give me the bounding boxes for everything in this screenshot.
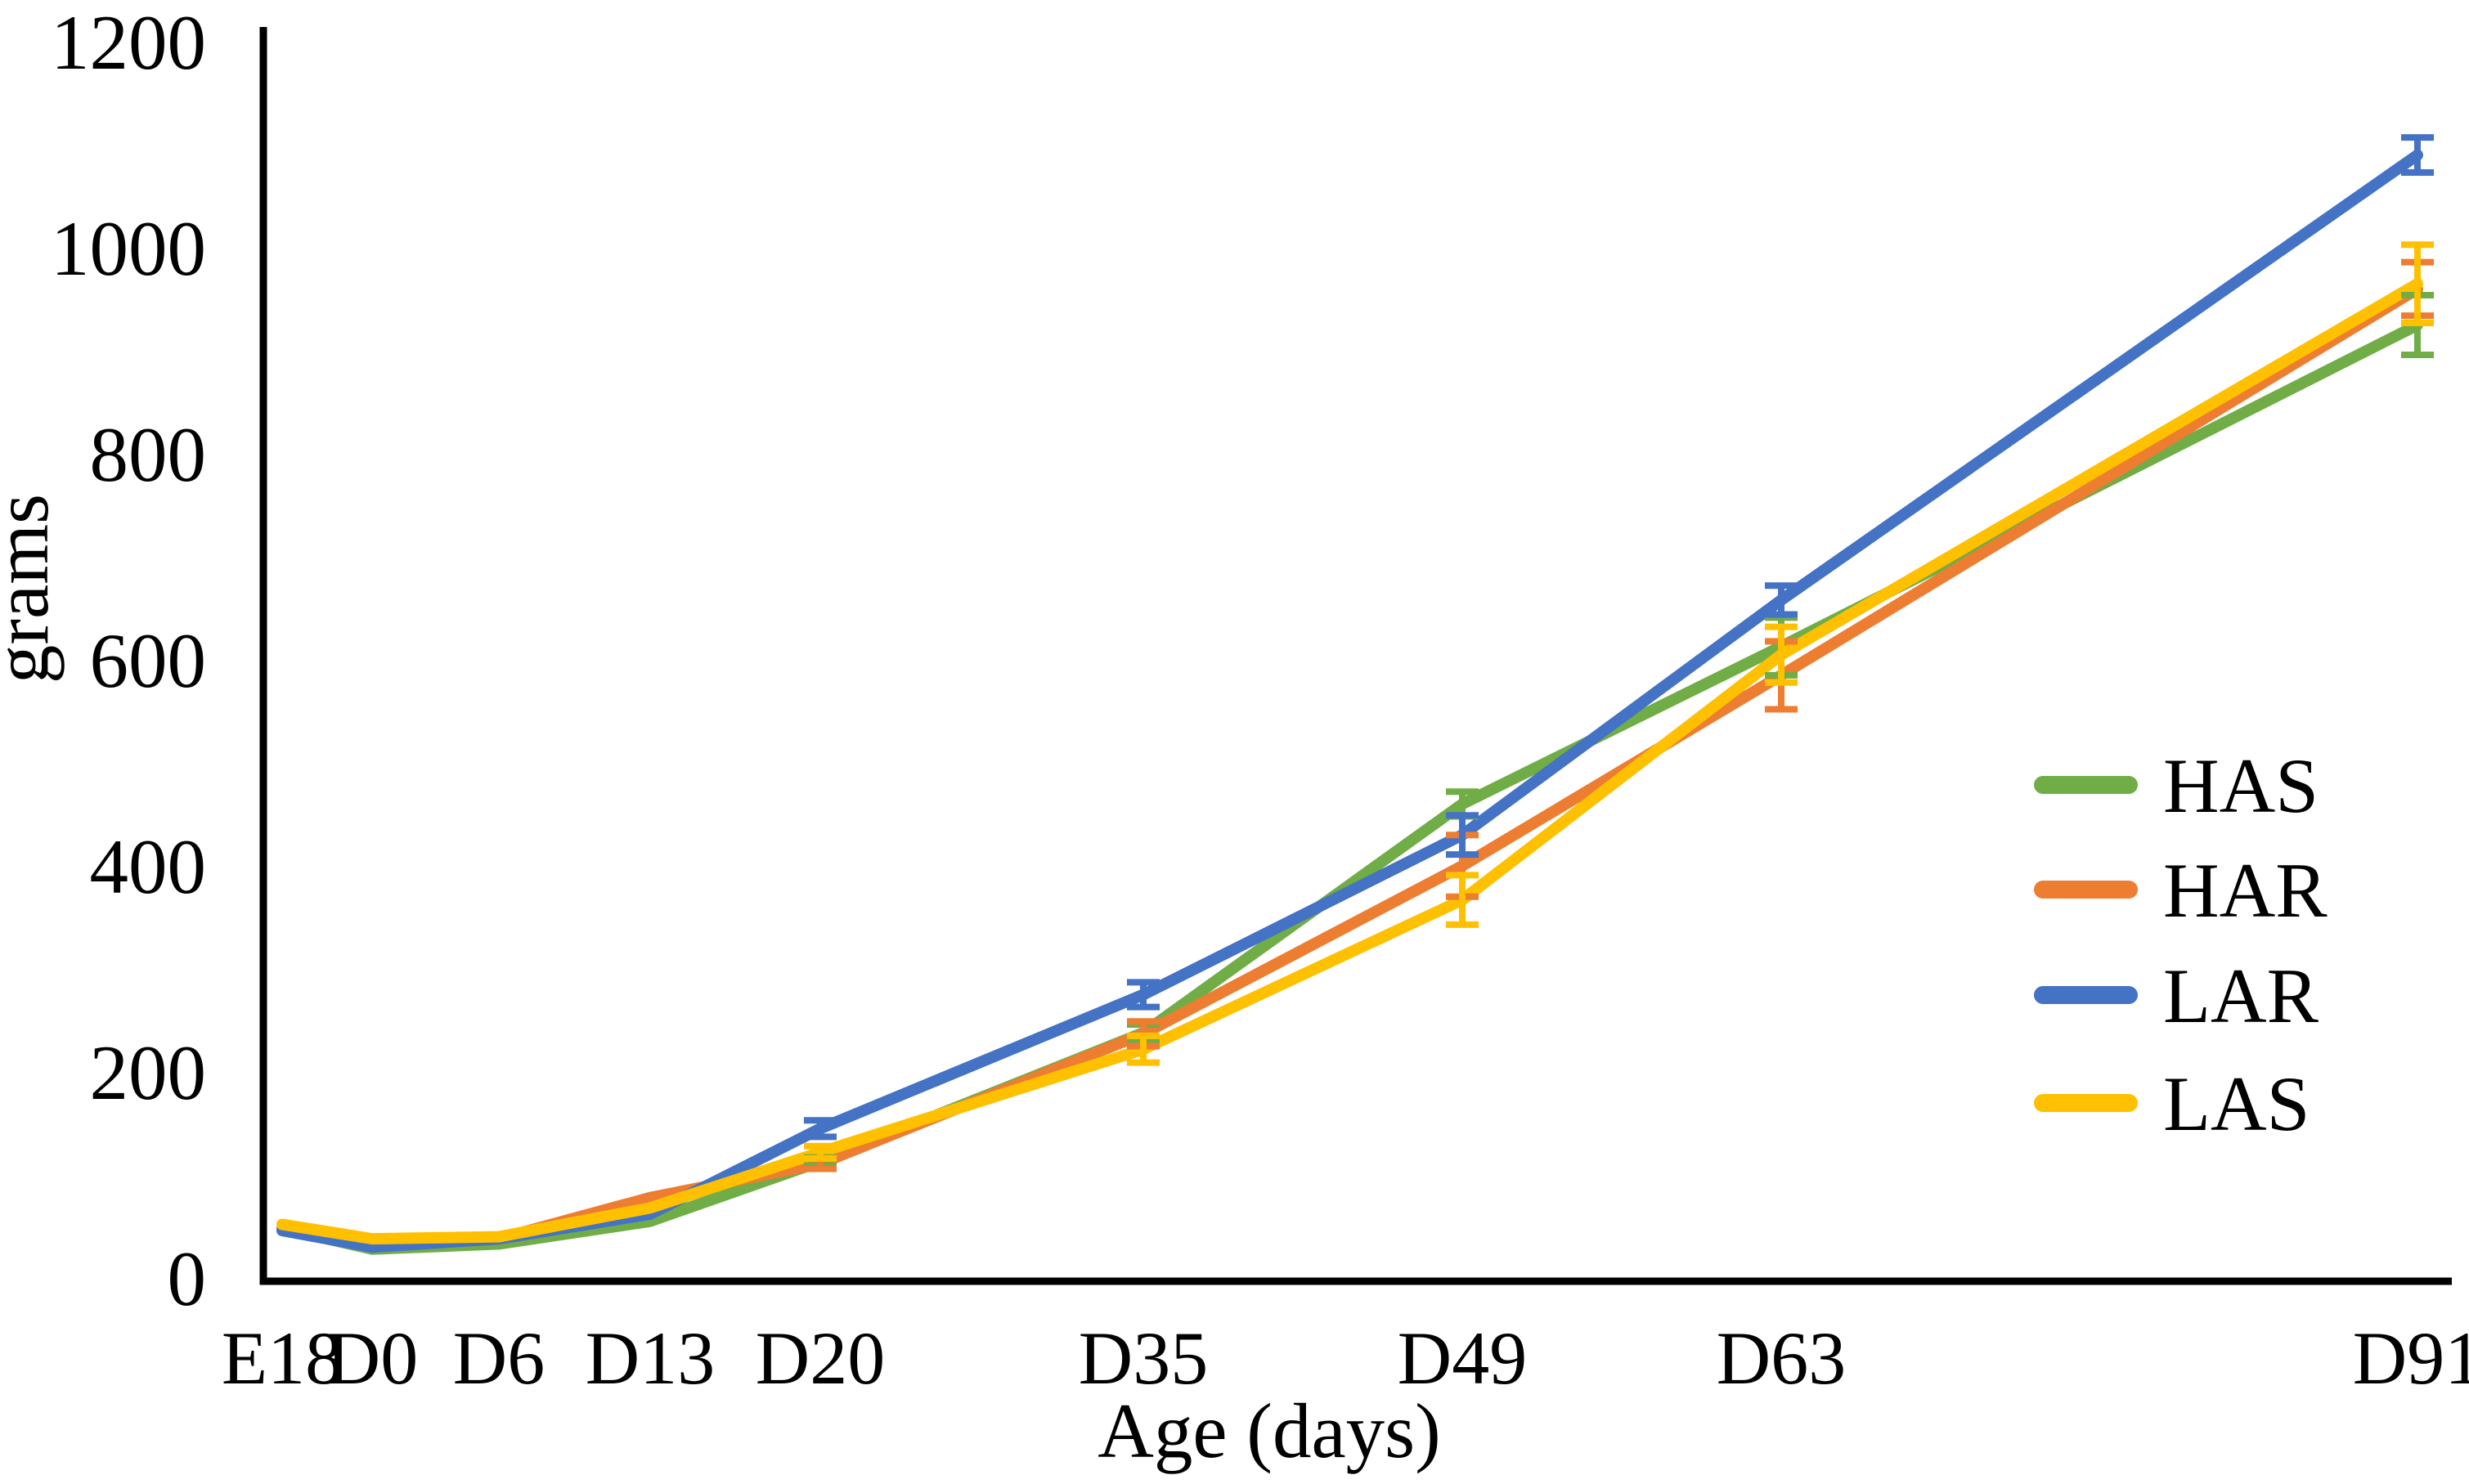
y-tick-label: 0: [168, 1235, 207, 1322]
legend: HAS HAR LAR LAS: [2034, 742, 2328, 1147]
error-bars-LAS: [804, 241, 2434, 1162]
legend-swatch-LAS: [2034, 1094, 2138, 1112]
error-bars-LAR: [804, 134, 2434, 1141]
x-tick-label: D20: [756, 1316, 885, 1400]
x-tick-label: D63: [1717, 1316, 1846, 1400]
y-axis-title: grams: [0, 494, 65, 684]
y-tick-label: 1000: [51, 205, 206, 292]
legend-label-LAS: LAS: [2163, 1060, 2310, 1147]
x-tick-label: E18: [222, 1316, 343, 1400]
legend-label-HAR: HAR: [2163, 847, 2328, 934]
y-tick-label: 400: [90, 823, 207, 910]
x-tick-label: D91: [2353, 1316, 2469, 1400]
y-tick-label: 600: [90, 617, 207, 704]
x-tick-label: D49: [1398, 1316, 1527, 1400]
x-tick-label: D13: [586, 1316, 715, 1400]
x-tick-label: D35: [1079, 1316, 1208, 1400]
series-path-LAR: [276, 149, 2423, 1253]
y-tick-label: 800: [90, 411, 207, 498]
legend-swatch-HAS: [2034, 776, 2138, 794]
x-tick-label: D0: [326, 1316, 418, 1400]
legend-swatch-LAR: [2034, 986, 2138, 1004]
legend-swatch-HAR: [2034, 881, 2138, 899]
legend-label-LAR: LAR: [2163, 953, 2319, 1039]
x-tick-label: D6: [453, 1316, 545, 1400]
y-tick-label: 1200: [51, 0, 206, 86]
x-axis-title: Age (days): [1098, 1388, 1440, 1474]
y-tick-label: 200: [90, 1029, 207, 1116]
series-line-LAR: [276, 149, 2423, 1253]
legend-label-HAS: HAS: [2163, 742, 2319, 829]
y-axis-tick-labels: 0 200 400 600 800 1000 1200: [51, 0, 206, 1322]
